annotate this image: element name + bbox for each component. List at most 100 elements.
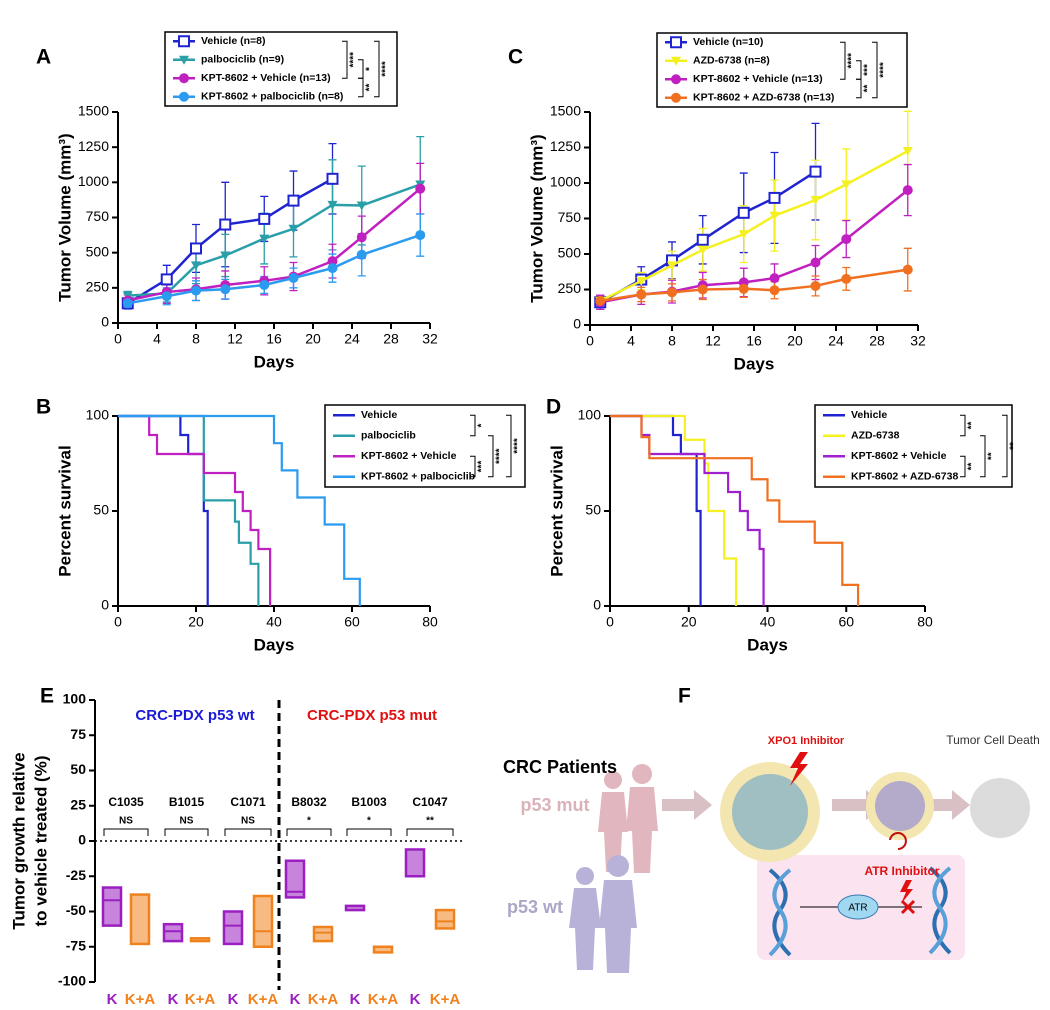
legend-marker (179, 73, 189, 84)
significance-bracket (224, 828, 272, 836)
significance-label: ** (1009, 442, 1020, 450)
point (259, 234, 270, 244)
significance-bracket (103, 828, 149, 836)
range-box (434, 908, 456, 930)
significance-label: * (367, 816, 371, 827)
significance-bracket (488, 435, 494, 478)
x-tick-label: K (228, 991, 239, 1008)
atr-inhibitor-label: ATR Inhibitor (864, 864, 939, 878)
significance-bracket (470, 455, 476, 478)
point (667, 287, 677, 298)
range-box (101, 886, 123, 927)
panel-label: E (40, 685, 54, 708)
xpo1-label: XPO1 Inhibitor (768, 735, 845, 747)
range-box (252, 894, 274, 948)
x-tick-label: 0 (114, 331, 122, 347)
y-tick-label: 1250 (550, 138, 581, 154)
significance-label: ** (967, 463, 978, 471)
point (738, 283, 749, 294)
y-tick-label: -25 (66, 867, 86, 883)
point (768, 191, 781, 204)
y-tick-label: 1000 (78, 173, 109, 189)
x-tick-label: K (107, 991, 118, 1008)
patients-mut (598, 764, 658, 873)
legend-label: Vehicle (361, 409, 397, 421)
x-tick-label: 80 (422, 614, 438, 630)
significance-label: * (307, 816, 311, 827)
x-tick-label: 24 (344, 331, 360, 347)
point (160, 273, 173, 286)
point (636, 276, 647, 286)
x-tick-label: K+A (368, 991, 399, 1008)
x-tick-label: 20 (188, 614, 204, 630)
group-header: CRC-PDX p53 wt (135, 707, 254, 724)
x-axis-title: Days (734, 354, 775, 373)
y-axis-title: Tumor growth relative (9, 752, 28, 929)
point (737, 206, 750, 219)
significance-bracket (406, 828, 454, 836)
survival-curve (610, 414, 738, 606)
legend-label: KPT-8602 + Vehicle (361, 450, 457, 462)
survival-curve (118, 414, 361, 606)
y-tick-label: 75 (70, 726, 86, 742)
legend-label: AZD-6738 (851, 430, 900, 442)
x-tick-label: K (350, 991, 361, 1008)
death-label: Tumor Cell Death (946, 733, 1040, 747)
wt-label: p53 wt (507, 897, 563, 917)
significance-label: * (365, 67, 376, 71)
point (356, 232, 367, 243)
point (769, 211, 780, 221)
y-tick-label: 100 (578, 407, 602, 423)
y-tick-label: 50 (70, 761, 86, 777)
point (902, 264, 913, 275)
significance-label: ** (863, 85, 874, 93)
significance-bracket (840, 41, 846, 80)
legend-label: palbociclib (361, 430, 416, 442)
range-box (372, 945, 394, 954)
x-tick-label: 32 (422, 331, 438, 347)
x-tick-label: 16 (746, 333, 762, 349)
x-tick-label: 80 (917, 614, 933, 630)
x-tick-label: 12 (705, 333, 721, 349)
point (697, 284, 708, 295)
x-axis-title: Days (254, 635, 295, 654)
significance-bracket (872, 41, 878, 99)
panel-label: D (546, 396, 561, 419)
group-label: C1047 (412, 795, 448, 809)
significance-bracket (960, 455, 966, 478)
cycle-arrow (889, 832, 907, 850)
legend-marker (671, 74, 681, 85)
significance-label: NS (180, 816, 194, 827)
legend-box (324, 404, 526, 488)
atr-label: ATR (848, 903, 867, 914)
significance-bracket (470, 414, 476, 437)
x-tick-label: K+A (308, 991, 339, 1008)
point (697, 245, 708, 255)
tumor-core (732, 774, 808, 850)
y-tick-label: 100 (63, 691, 87, 707)
x-tick-label: 8 (668, 333, 676, 349)
x-tick-label: 20 (681, 614, 697, 630)
x-axis-title: Days (747, 635, 788, 654)
significance-label: **** (847, 53, 858, 69)
significance-label: *** (477, 461, 488, 473)
patients-wt (569, 855, 637, 973)
legend-label: KPT-8602 + Vehicle (n=13) (201, 72, 331, 84)
x-tick-label: 40 (760, 614, 776, 630)
significance-label: **** (879, 62, 890, 78)
significance-bracket (346, 828, 392, 836)
x-tick-label: 4 (153, 331, 161, 347)
y-tick-label: -50 (66, 902, 86, 918)
x-tick-label: 60 (344, 614, 360, 630)
y-tick-label: 1250 (78, 138, 109, 154)
x-tick-label: 60 (838, 614, 854, 630)
point (810, 196, 821, 206)
significance-label: ** (987, 452, 998, 460)
x-tick-label: K (290, 991, 301, 1008)
legend-label: KPT-8602 + AZD-6738 (n=13) (693, 92, 834, 104)
point (258, 212, 271, 225)
y-tick-label: 100 (86, 407, 110, 423)
range-box (222, 910, 244, 946)
range-box (404, 848, 426, 878)
